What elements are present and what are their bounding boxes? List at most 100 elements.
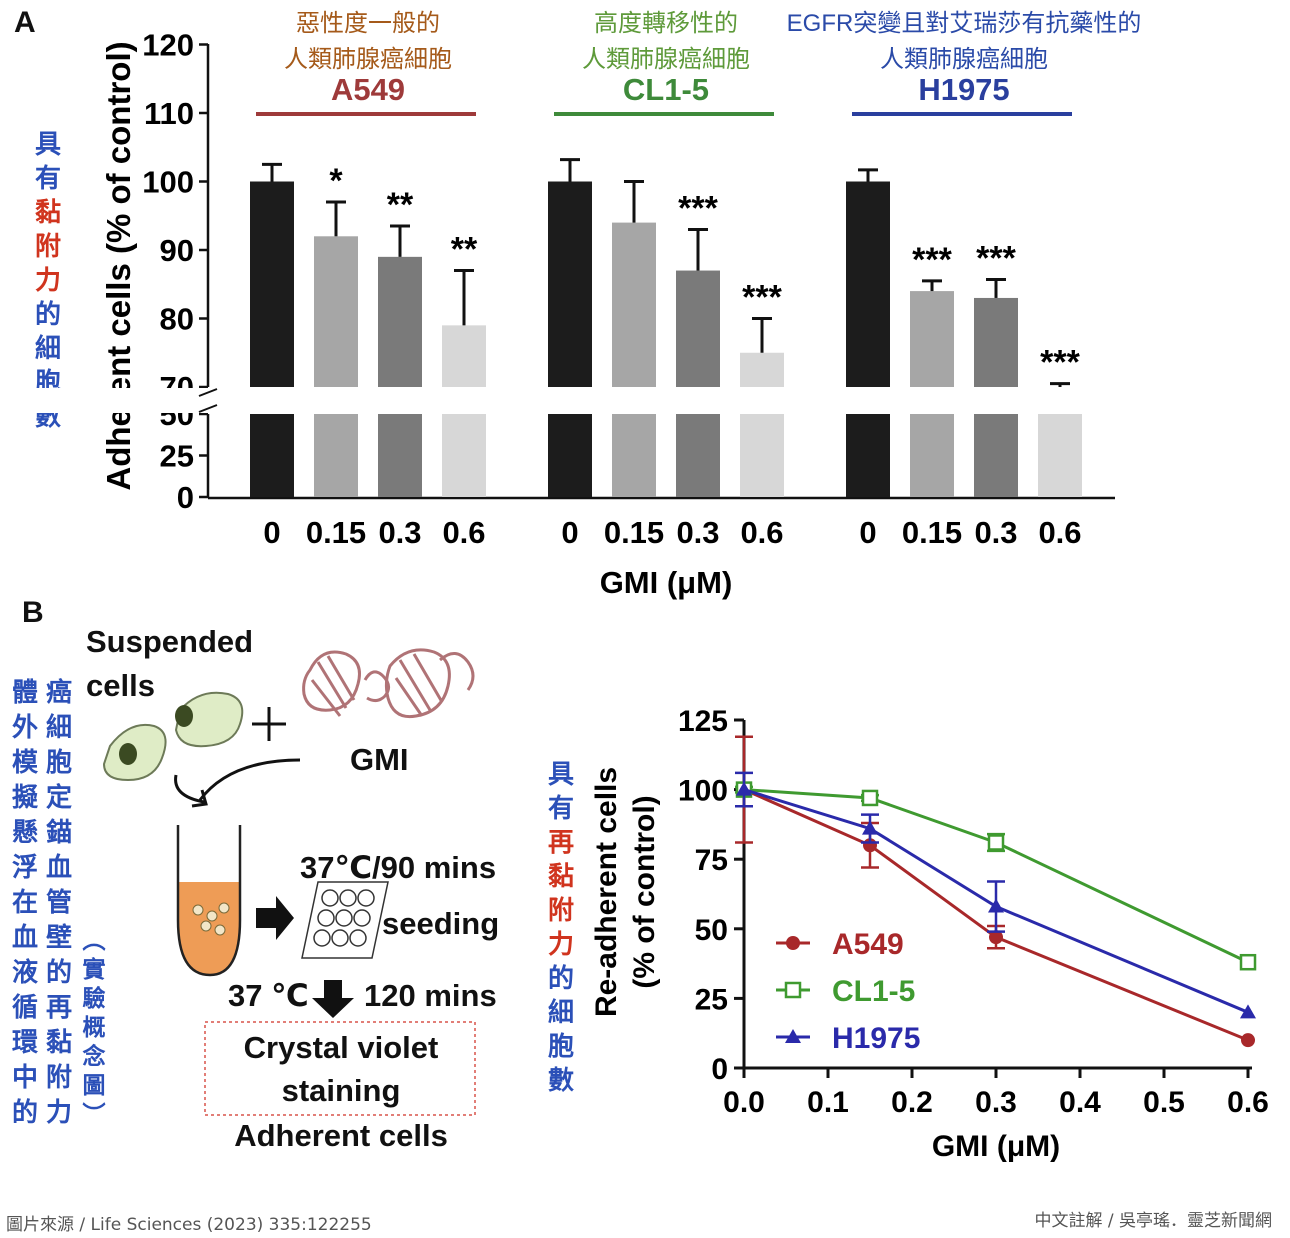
colLeft-char: 中 (11, 1063, 38, 1093)
axis-break-mark (198, 388, 218, 397)
bar-lower-segment (612, 414, 656, 497)
bar-lower-segment (1038, 414, 1082, 497)
colMid-char: 細 (45, 713, 72, 743)
sideA-char: 細 (34, 334, 61, 364)
x-tick-label: 0 (263, 515, 280, 550)
staining-box (204, 1021, 476, 1116)
legend-label: H1975 (832, 1022, 920, 1055)
bar (378, 256, 422, 387)
colMid-char: 定 (45, 783, 72, 813)
bar-lower-segment (442, 414, 486, 497)
x-tick-label: 0.2 (891, 1086, 933, 1119)
colMid-char: 錨 (45, 818, 72, 848)
x-tick-label: 0 (561, 515, 578, 550)
concept-diagram-label: ︵ 實驗概念圖 ︶ (80, 930, 108, 1133)
sideB-char: 再 (547, 828, 574, 858)
experiment-schematic (102, 648, 476, 1116)
sideA-char: 附 (34, 232, 61, 262)
sideB-char: 的 (547, 964, 574, 994)
sideB-char: 附 (547, 896, 574, 926)
sideB-char: 胞 (547, 1032, 574, 1062)
colLeft-char: 浮 (11, 853, 38, 883)
bar (740, 352, 784, 387)
group-note-line2: 人類肺腺癌細胞 (582, 46, 750, 73)
sideB-char: 數 (547, 1066, 574, 1096)
x-tick-label: 0.6 (1038, 515, 1081, 550)
colLeft-char: 在 (11, 888, 38, 918)
colMid-char: 壁 (45, 923, 72, 953)
colParen-char: ︶ (82, 1102, 106, 1128)
x-tick-label: 0.15 (902, 515, 962, 550)
series-line (743, 788, 1249, 964)
bar-lower-segment (378, 414, 422, 497)
sideA-char: 力 (34, 266, 61, 296)
legend-marker (784, 981, 802, 999)
sideB-char: 具 (547, 760, 574, 790)
x-tick-label: 0.6 (442, 515, 485, 550)
colParen-char: 圖 (82, 1073, 106, 1099)
suspended-label: Suspended (86, 624, 254, 659)
readhesion-side-label: 具有再黏附力的細胞數 (546, 762, 576, 1102)
x-tick-label: 0.3 (676, 515, 719, 550)
panel-b-letter: B (22, 596, 44, 629)
group-note-line1: 高度轉移性的 (594, 10, 738, 37)
group-note-line2: 人類肺腺癌細胞 (880, 46, 1048, 73)
colLeft-char: 的 (11, 1098, 38, 1128)
series-line (743, 788, 1249, 1014)
bar-lower-segment (676, 414, 720, 497)
arrow-right (256, 896, 294, 940)
gmi-label: GMI (350, 742, 409, 777)
significance-mark: *** (678, 189, 718, 227)
y-tick-label: 80 (160, 302, 194, 337)
colLeft-char: 外 (11, 713, 38, 743)
group-name: H1975 (918, 72, 1009, 107)
condition-37c: 37 ℃ (228, 978, 309, 1013)
invitro-label-left: 體外模擬懸浮在血液循環中的 (10, 680, 40, 1135)
x-tick-label: 0.1 (807, 1086, 849, 1119)
colParen-char: 概 (82, 1015, 106, 1041)
significance-mark: ** (451, 231, 478, 269)
sideB-char: 力 (547, 930, 574, 960)
bar (974, 297, 1018, 387)
sideA-char: 具 (34, 130, 61, 160)
condition-90min: 37℃/90 mins (300, 850, 497, 885)
data-point (988, 898, 1004, 913)
sideB-char: 有 (547, 794, 574, 824)
seeding-label: seeding (382, 906, 500, 941)
y-tick-label: 120 (142, 28, 194, 63)
group-note-line1: EGFR突變且對艾瑞莎有抗藥性的 (787, 10, 1142, 37)
y-tick-label: 0 (711, 1053, 728, 1086)
data-point (862, 820, 878, 835)
colLeft-char: 懸 (11, 818, 38, 848)
x-tick-label: 0.3 (378, 515, 421, 550)
x-tick-label: 0.15 (306, 515, 366, 550)
data-point (736, 781, 752, 796)
colLeft-char: 液 (11, 958, 38, 988)
well-plate (301, 881, 389, 959)
legend-label: CL1-5 (832, 975, 915, 1008)
centrifuge-tube (176, 825, 242, 977)
y-axis-title-line2: (% of control) (628, 795, 661, 988)
legend-marker (785, 1029, 801, 1043)
significance-mark: * (329, 162, 343, 200)
x-tick-label: 0.5 (1143, 1086, 1185, 1119)
bar (676, 270, 720, 387)
sideB-char: 細 (547, 998, 574, 1028)
y-tick-label: 125 (678, 705, 728, 738)
suspended-cells-illustration (102, 691, 244, 782)
colParen-char: ︵ (82, 928, 106, 954)
bar (612, 222, 656, 387)
group-note-line2: 人類肺腺癌細胞 (284, 46, 452, 73)
y-tick-label: 75 (695, 844, 728, 877)
x-tick-label: 0.6 (740, 515, 783, 550)
x-tick-label: 0.3 (974, 515, 1017, 550)
axis-break-gap (0, 388, 1115, 413)
group-name: CL1-5 (623, 72, 709, 107)
colParen-char: 念 (82, 1044, 106, 1070)
gmi-protein-illustration (302, 648, 475, 719)
colMid-char: 附 (45, 1063, 72, 1093)
x-tick-label: 0.0 (723, 1086, 765, 1119)
colLeft-char: 血 (11, 923, 38, 953)
x-tick-label: 0.3 (975, 1086, 1017, 1119)
x-axis-title: GMI (μM) (932, 1130, 1060, 1163)
